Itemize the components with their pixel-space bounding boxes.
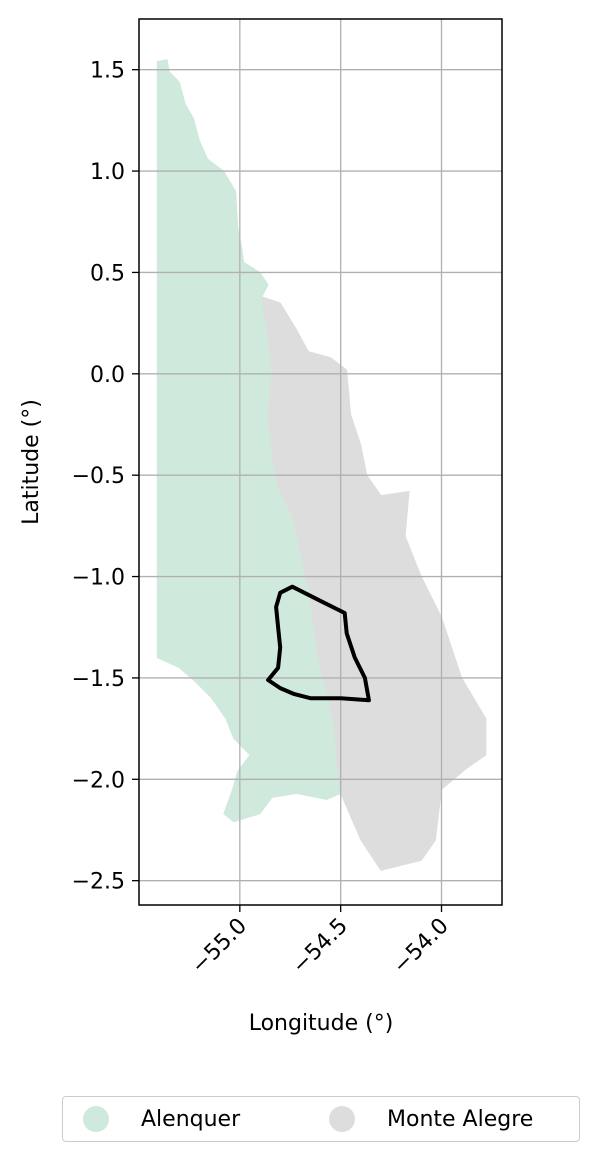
y-tick-label: −1.5 (72, 667, 125, 692)
legend-label-alenquer: Alenquer (141, 1106, 241, 1132)
y-tick-label: 1.5 (90, 59, 125, 84)
x-axis-label: Longitude (°) (249, 1011, 394, 1036)
plot-frame (138, 18, 503, 906)
x-tick-label: −54.0 (388, 914, 453, 979)
y-tick-label: 1.0 (90, 160, 125, 185)
x-axis: −55.0 −54.5 −54.0 (187, 905, 454, 979)
y-tick-label: −2.5 (72, 870, 125, 895)
legend-item-alenquer: Alenquer (83, 1097, 240, 1141)
grid-lines (139, 19, 502, 905)
legend: Alenquer Monte Alegre (62, 1096, 580, 1142)
map-chart: 1.51.00.50.0−0.5−1.0−1.5−2.0−2.5 −55.0 −5… (19, 18, 503, 1036)
region-monte-alegre (261, 296, 487, 871)
y-axis: 1.5 1.0 0.5 0.0 −0.5 −1.0 −1.5 −2.0 −2.5 (72, 59, 139, 895)
y-tick-label: −2.0 (72, 768, 125, 793)
legend-marker-monte-alegre (329, 1106, 355, 1132)
study-area-outline (266, 584, 371, 703)
legend-marker-alenquer (83, 1106, 109, 1132)
x-tick-label: −54.5 (288, 914, 353, 979)
y-tick-label: 0.5 (90, 261, 125, 286)
legend-label-monte-alegre: Monte Alegre (387, 1106, 534, 1132)
legend-item-monte-alegre: Monte Alegre (329, 1097, 533, 1141)
x-tick-label: −55.0 (187, 914, 252, 979)
outline-layer (266, 584, 371, 703)
regions-layer (156, 59, 487, 871)
y-tick-label: 0.0 (90, 363, 125, 388)
y-axis-label: Latitude (°) (19, 399, 44, 525)
y-tick-label: −1.0 (72, 566, 125, 591)
y-tick-label: −0.5 (72, 464, 125, 489)
